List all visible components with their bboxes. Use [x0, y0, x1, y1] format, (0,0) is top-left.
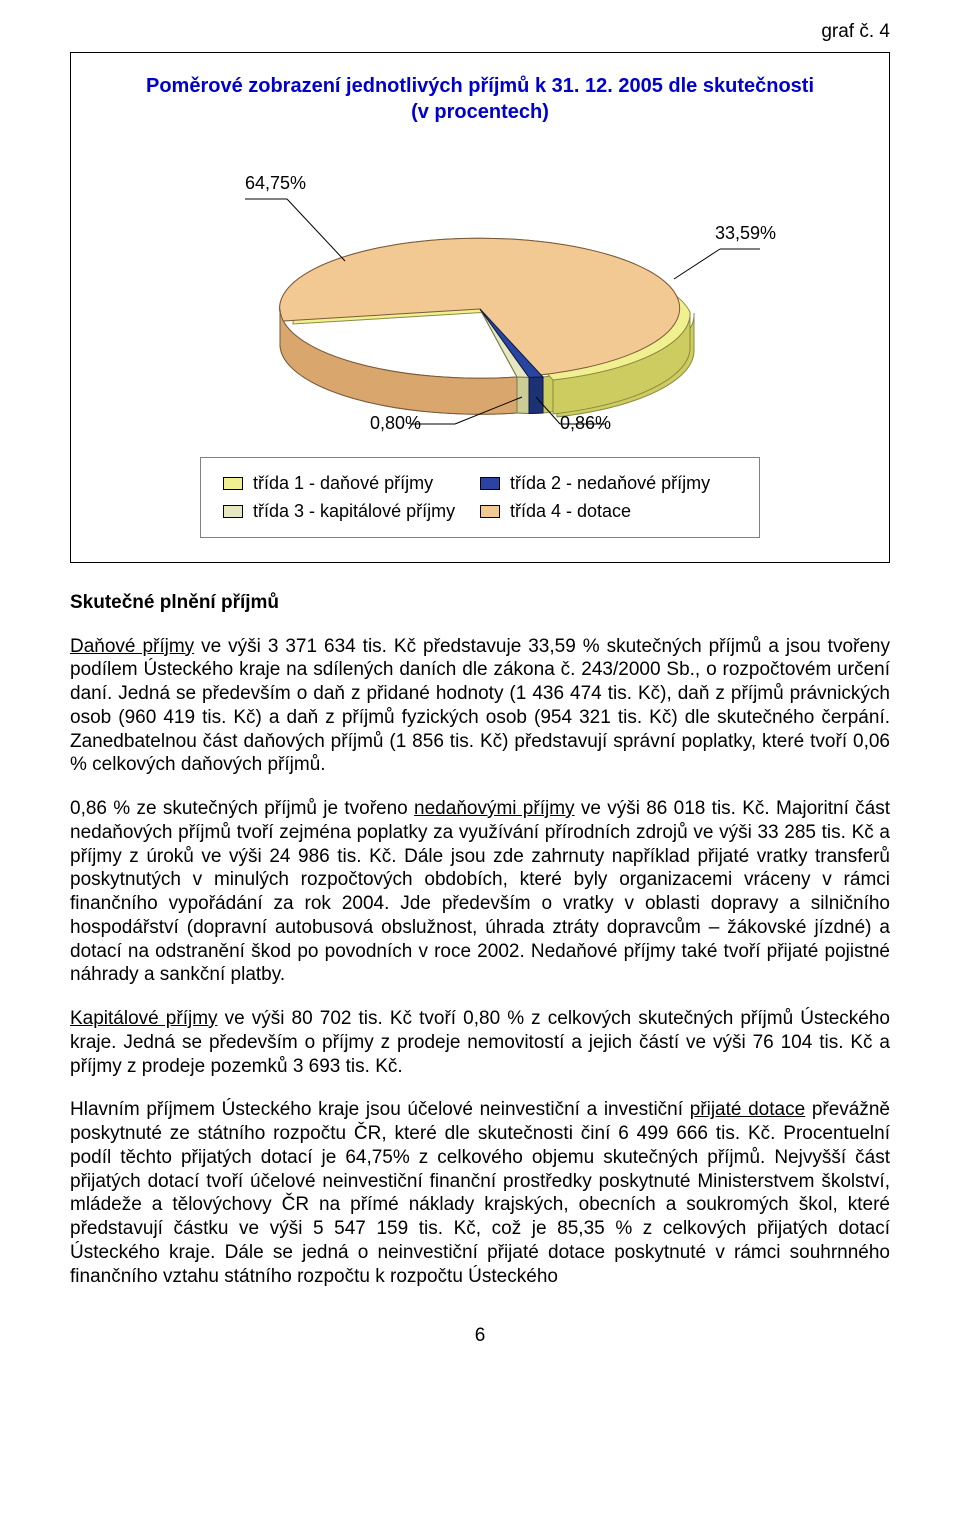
legend-item-3: třída 3 - kapitálové příjmy — [223, 500, 480, 523]
pie-label-33: 33,59% — [715, 223, 776, 243]
pie-chart: 64,75% 0,80% 0,86% 33,59% — [160, 139, 800, 439]
chart-title-line2: (v procentech) — [411, 101, 549, 123]
paragraph-4: Hlavním příjmem Ústeckého kraje jsou úče… — [70, 1098, 890, 1288]
legend-text: třída 4 - dotace — [510, 500, 631, 523]
graf-label: graf č. 4 — [70, 20, 890, 44]
legend-swatch — [480, 477, 500, 490]
legend-item-1: třída 1 - daňové příjmy — [223, 472, 480, 495]
paragraph-3: Kapitálové příjmy ve výši 80 702 tis. Kč… — [70, 1007, 890, 1078]
pie-label-080: 0,80% — [370, 413, 421, 433]
section-heading: Skutečné plnění příjmů — [70, 591, 890, 615]
pie-svg: 64,75% 0,80% 0,86% 33,59% — [160, 139, 800, 439]
para2-text: ve výši 86 018 tis. Kč. Majoritní část n… — [70, 798, 890, 985]
legend-text: třída 3 - kapitálové příjmy — [253, 500, 455, 523]
paragraph-1: Daňové příjmy ve výši 3 371 634 tis. Kč … — [70, 635, 890, 778]
legend-text: třída 2 - nedaňové příjmy — [510, 472, 710, 495]
legend-swatch — [223, 505, 243, 518]
pie-label-086: 0,86% — [560, 413, 611, 433]
para2-underline: nedaňovými příjmy — [414, 798, 574, 819]
page-number: 6 — [70, 1324, 890, 1348]
pie-label-64: 64,75% — [245, 173, 306, 193]
legend-text: třída 1 - daňové příjmy — [253, 472, 433, 495]
chart-legend: třída 1 - daňové příjmy třída 2 - nedaňo… — [200, 457, 760, 538]
para4-pre: Hlavním příjmem Ústeckého kraje jsou úče… — [70, 1099, 690, 1120]
legend-item-4: třída 4 - dotace — [480, 500, 737, 523]
para4-text: převážně poskytnuté ze státního rozpočtu… — [70, 1099, 890, 1286]
para1-underline: Daňové příjmy — [70, 636, 194, 657]
legend-swatch — [480, 505, 500, 518]
chart-container: Poměrové zobrazení jednotlivých příjmů k… — [70, 52, 890, 563]
paragraph-2: 0,86 % ze skutečných příjmů je tvořeno n… — [70, 797, 890, 987]
para4-underline: přijaté dotace — [690, 1099, 805, 1120]
para3-underline: Kapitálové příjmy — [70, 1008, 218, 1029]
legend-item-2: třída 2 - nedaňové příjmy — [480, 472, 737, 495]
chart-title: Poměrové zobrazení jednotlivých příjmů k… — [101, 73, 859, 125]
legend-swatch — [223, 477, 243, 490]
para2-pre: 0,86 % ze skutečných příjmů je tvořeno — [70, 798, 414, 819]
chart-title-line1: Poměrové zobrazení jednotlivých příjmů k… — [146, 75, 814, 97]
